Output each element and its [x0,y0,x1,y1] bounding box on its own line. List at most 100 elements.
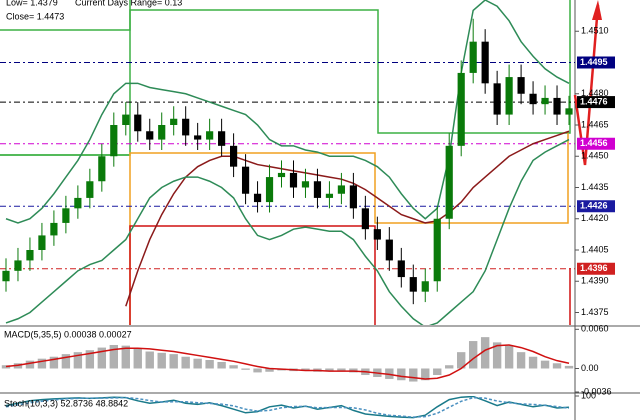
candle-body [301,181,310,188]
candle-body [241,166,250,194]
macd-bar [169,354,178,369]
candle-body [481,41,489,84]
macd-bar [121,345,130,369]
y-tick-label: 1.4390 [581,276,609,286]
price-label: 1.4476 [580,96,608,106]
candle-body [230,145,238,167]
macd-bar [552,363,562,369]
candle-body [445,145,453,219]
y-tick-label: 100 [581,390,596,400]
candle-body [421,281,429,292]
indicator-line [5,344,570,380]
macd-bar [241,368,250,370]
macd-bar [193,358,202,369]
arrow-head [592,0,602,20]
macd-bar [265,368,274,372]
info-text: Low= 1.4379 [6,0,58,7]
indicator-line [5,138,570,325]
macd-bar [457,352,466,369]
candle-body [98,156,106,182]
candle-body [38,235,46,250]
candle-body [146,131,154,140]
macd-bar [516,352,526,369]
macd-bar [25,360,35,369]
panel-title: Stoch(10,3,3) 52.8736 48.8842 [4,398,128,408]
macd-bar [73,352,83,369]
price-label-bg [577,56,615,69]
candle-body [194,135,202,140]
candle-body [529,93,537,105]
candle-body [218,131,226,146]
candle-body [74,197,82,209]
macd-bar [433,368,442,376]
plot-area [1,337,574,382]
macd-bar [468,341,478,369]
y-tick-label: 1.4375 [581,307,609,317]
macd-bar [205,360,214,369]
macd-bar [181,356,190,369]
candle-body [553,97,561,115]
price-label-bg [577,200,615,213]
candle-body [373,229,381,240]
candle-body [277,172,286,178]
price-label: 1.4456 [580,138,608,148]
candle-body [62,208,70,223]
candle-body [385,239,393,261]
level-line [129,225,376,325]
candle-body [505,77,513,115]
candle-body [265,177,274,203]
candle-body [14,260,22,271]
panel-title: MACD(5,35,5) 0.00038 0.00027 [4,329,132,339]
indicator-line [5,0,570,224]
macd-bar [133,348,142,369]
y-tick-label: 1.4465 [581,119,609,129]
candle-body [2,270,10,282]
candle-body [289,172,298,188]
macd-bar [564,365,574,369]
level-line [129,133,569,325]
candle-body [433,218,441,282]
macd-bar [37,358,47,369]
candle-body [182,118,190,136]
macd-bar [85,350,95,369]
y-tick-label: 1.4510 [581,26,609,36]
candle-body [409,277,417,292]
y-tick-label: -0.0036 [581,386,612,396]
y-tick-label: 1.4435 [581,182,609,192]
candle-body [349,185,357,209]
macd-bar [109,344,118,369]
data-layer: 1.4510 1.4480 1.4465 1.4450 1.4435 1.4420 1.44… [0,0,615,419]
info-text: Close= 1.4473 [6,11,64,21]
candle-body [134,114,142,132]
price-label: 1.4495 [580,57,608,67]
info-text: Current Days Range= 0.13 [75,0,182,7]
candle-body [397,260,405,278]
macd-bar [301,368,310,371]
macd-bar [492,342,502,369]
levels [0,0,571,325]
macd-bar [1,365,11,369]
candle-body [541,97,549,105]
y-tick-label: 0.0060 [581,324,609,334]
plot-area [0,0,575,325]
candle-body [26,250,34,261]
candle-body [361,208,369,230]
candle-body [469,41,477,73]
macd-bar [49,356,59,369]
candle-body [517,77,525,94]
macd-bar [480,337,490,369]
macd-bar [61,354,71,369]
macd-bar [145,351,154,369]
y-tick-label: 0.00 [581,363,599,373]
candle-body [110,125,118,157]
macd-bar [337,368,346,371]
indicator-line [5,396,570,418]
candle-body [565,108,573,115]
macd-bar [504,345,514,369]
macd-bar [229,365,238,369]
plot-area [5,396,570,419]
macd-bar [445,365,454,369]
y-tick-label: 1.4480 [581,88,609,98]
